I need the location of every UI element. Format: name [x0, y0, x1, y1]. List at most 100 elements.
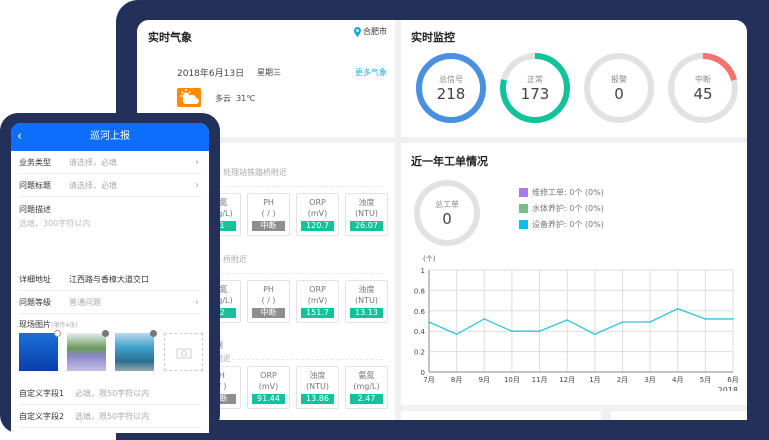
divider	[207, 273, 383, 274]
add-photo-button[interactable]	[164, 333, 203, 371]
sensor-unit: (mg/L)	[353, 382, 380, 391]
gauge-label: 正常	[527, 75, 543, 84]
form-value[interactable]: 必填，限50字符以内	[75, 389, 150, 398]
sensor-tile[interactable]: ORP (mV) 151.7	[296, 280, 339, 323]
sensor-name: 浊度	[358, 198, 375, 207]
x-tick-label: 2月	[617, 376, 628, 384]
data-point	[594, 333, 596, 336]
gauge-label: 中断	[695, 75, 711, 84]
city-selector[interactable]: 合肥市	[354, 26, 387, 37]
station-name: 处理站铁路桥附近	[223, 168, 287, 177]
gauge-1: 正常 173	[499, 52, 571, 124]
photo-thumbnail[interactable]	[19, 330, 61, 371]
gauge-arc	[416, 53, 486, 123]
delete-photo-icon[interactable]	[54, 330, 61, 337]
chevron-right-icon: ›	[195, 297, 199, 308]
camera-icon	[176, 348, 191, 358]
data-point	[704, 318, 707, 320]
form-row[interactable]: 问题标题 请选择，必填 ›	[19, 174, 201, 197]
sensor-tile[interactable]: ORP (mV) 91.44	[247, 366, 290, 409]
weather-weekday: 星期三	[257, 68, 281, 77]
sensor-tile[interactable]: PH ( / ) 中断	[247, 193, 290, 236]
chevron-right-icon: ›	[195, 180, 199, 191]
form-value[interactable]: 请选择，必填	[69, 158, 117, 167]
form-row[interactable]: 自定义字段1 必填，限50字符以内	[19, 382, 201, 405]
sensor-tile[interactable]: 浊度 (NTU) 26.07	[345, 193, 388, 236]
form-value[interactable]: 普通问题	[69, 298, 101, 307]
form-row[interactable]: 自定义字段2 选填，限50字符以内	[19, 405, 201, 428]
data-point	[483, 318, 486, 320]
gauge-arc	[500, 53, 570, 123]
legend-item: 设备养护: 0个 (0%)	[519, 219, 604, 230]
sensor-unit: (NTU)	[355, 296, 378, 305]
form-label: 问题标题	[19, 181, 51, 190]
sensor-value: 120.7	[301, 221, 334, 231]
form-value[interactable]: 选填，限50字符以内	[75, 412, 150, 421]
location-pin-icon	[354, 26, 361, 37]
sensor-value: 中断	[252, 221, 285, 231]
back-icon[interactable]: ‹	[17, 129, 23, 144]
delete-photo-icon[interactable]	[102, 330, 109, 337]
workorder-title: 近一年工单情况	[411, 155, 488, 168]
sensor-name: ORP	[260, 371, 277, 380]
sensor-value: 2.47	[350, 394, 383, 404]
sensor-tile[interactable]: 浊度 (NTU) 13.13	[345, 280, 388, 323]
sensor-value: 91.44	[252, 394, 285, 404]
form-label: 问题等级	[19, 298, 51, 307]
y-tick-label: 0.6	[414, 308, 426, 316]
form-row[interactable]: 问题等级 普通问题 ›	[19, 291, 201, 314]
y-tick-label: 0.4	[414, 328, 426, 336]
x-tick-label: 11月	[532, 376, 548, 384]
x-tick-label: 6月	[727, 376, 738, 384]
workorder-line-chart: (个) 0 0.2 0.4 0.6 0.8 1 7月 8月 9月 10月 11月 12月 1月 2月 3月 4月…	[414, 255, 739, 391]
total-label: 总工单	[435, 200, 459, 209]
sensor-tile[interactable]: ORP (mV) 120.7	[296, 193, 339, 236]
data-point	[538, 330, 541, 332]
description-input[interactable]: 选填，300字符以内	[19, 219, 91, 228]
sensor-value: 151.7	[301, 308, 334, 318]
station-location: 附近	[215, 354, 231, 363]
form-row[interactable]: 业务类型 请选择，必填 ›	[19, 151, 201, 174]
sensor-tile[interactable]: 氨氮 (mg/L) 2.47	[345, 366, 388, 409]
phone-header: ‹ 巡河上报	[11, 123, 209, 151]
divider	[207, 359, 383, 360]
photo-thumbnail[interactable]	[115, 330, 157, 371]
x-tick-label: 3月	[644, 376, 655, 384]
bottom-card-right	[611, 411, 747, 420]
sensor-value: 26.07	[350, 221, 383, 231]
city-label: 合肥市	[363, 27, 387, 36]
legend-item: 水体养护: 0个 (0%)	[519, 203, 604, 214]
x-tick-label: 5月	[700, 376, 711, 384]
station-name: 桥附近	[223, 255, 247, 264]
delete-photo-icon[interactable]	[150, 330, 157, 337]
x-tick-label: 9月	[479, 376, 490, 384]
series-line	[428, 308, 733, 335]
form-value[interactable]: 江西路与香樟大道交口	[69, 275, 149, 284]
weather-date: 2018年6月13日	[177, 69, 245, 79]
dashboard: 实时气象 合肥市 2018年6月13日 星期三 更多气象 多云 31℃ 实时监控…	[137, 20, 747, 420]
form-label: 自定义字段2	[19, 412, 65, 421]
gauge-arc	[668, 53, 738, 123]
sensor-unit: (NTU)	[355, 209, 378, 218]
monitor-title: 实时监控	[411, 31, 455, 44]
form-value[interactable]: 请选择，必填	[69, 181, 117, 190]
gauge-2: 报警 0	[583, 52, 655, 124]
sensor-name: 浊度	[309, 371, 326, 380]
sensor-tile[interactable]: PH ( / ) 中断	[247, 280, 290, 323]
photos-label: 现场图片(限传4张)	[19, 319, 78, 330]
sensor-unit: ( / )	[261, 296, 276, 305]
form-row[interactable]: 详细地址 江西路与香樟大道交口	[19, 268, 201, 291]
gauge-label: 总信号	[439, 75, 463, 84]
monitor-card: 实时监控 总信号 218 正常 173 报警 0 中断 45	[401, 20, 747, 137]
gauge-0: 总信号 218	[415, 52, 487, 124]
gauge-value: 173	[520, 85, 550, 103]
sensor-tile[interactable]: 浊度 (NTU) 13.86	[296, 366, 339, 409]
legend-item: 维修工单: 0个 (0%)	[519, 187, 604, 198]
sensor-unit: (mV)	[258, 382, 279, 391]
divider	[207, 186, 383, 187]
data-point	[621, 321, 624, 323]
gauge-value: 218	[436, 85, 466, 103]
more-weather-link[interactable]: 更多气象	[355, 68, 387, 77]
total-workorder-gauge: 总工单 0	[413, 179, 481, 247]
photo-thumbnail[interactable]	[67, 330, 109, 371]
